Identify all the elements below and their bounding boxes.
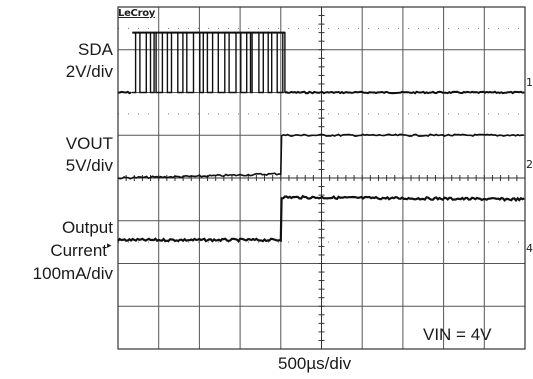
sda-channel-name: SDA	[78, 40, 113, 59]
vout-channel-name: VOUT	[65, 134, 113, 153]
current-trace	[117, 194, 525, 243]
sda-channel-scale: 2V/div	[65, 62, 113, 81]
vout-channel-scale: 5V/div	[65, 156, 113, 175]
sda-marker: 1	[526, 76, 533, 89]
sda-trace-post	[284, 90, 525, 95]
brand-logo: LeCroy	[118, 8, 156, 19]
sda-trace-pre	[117, 90, 132, 95]
vout-trace	[117, 133, 524, 180]
timebase-label: 500µs/div	[278, 354, 352, 373]
current-channel-scale: 100mA/div	[32, 264, 113, 283]
current-channel-name-2: Current	[50, 241, 107, 260]
current-pointer-icon: ▸	[107, 241, 112, 251]
vin-annotation: VIN = 4V	[423, 325, 492, 344]
current-marker: 4	[526, 242, 533, 255]
vout-marker: 2	[526, 158, 533, 171]
current-channel-name-1: Output	[61, 218, 113, 237]
sda-trace-burst	[132, 31, 286, 94]
